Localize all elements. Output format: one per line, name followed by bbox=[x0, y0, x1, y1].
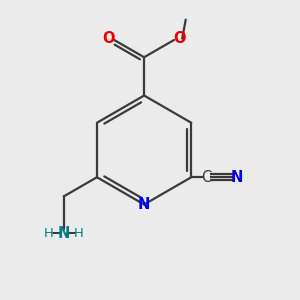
Text: N: N bbox=[58, 226, 70, 241]
Text: C: C bbox=[201, 170, 211, 185]
Text: H: H bbox=[44, 227, 54, 240]
Text: N: N bbox=[138, 197, 150, 212]
Text: H: H bbox=[74, 227, 83, 240]
Text: N: N bbox=[231, 170, 243, 185]
Text: O: O bbox=[173, 31, 185, 46]
Text: O: O bbox=[103, 31, 115, 46]
